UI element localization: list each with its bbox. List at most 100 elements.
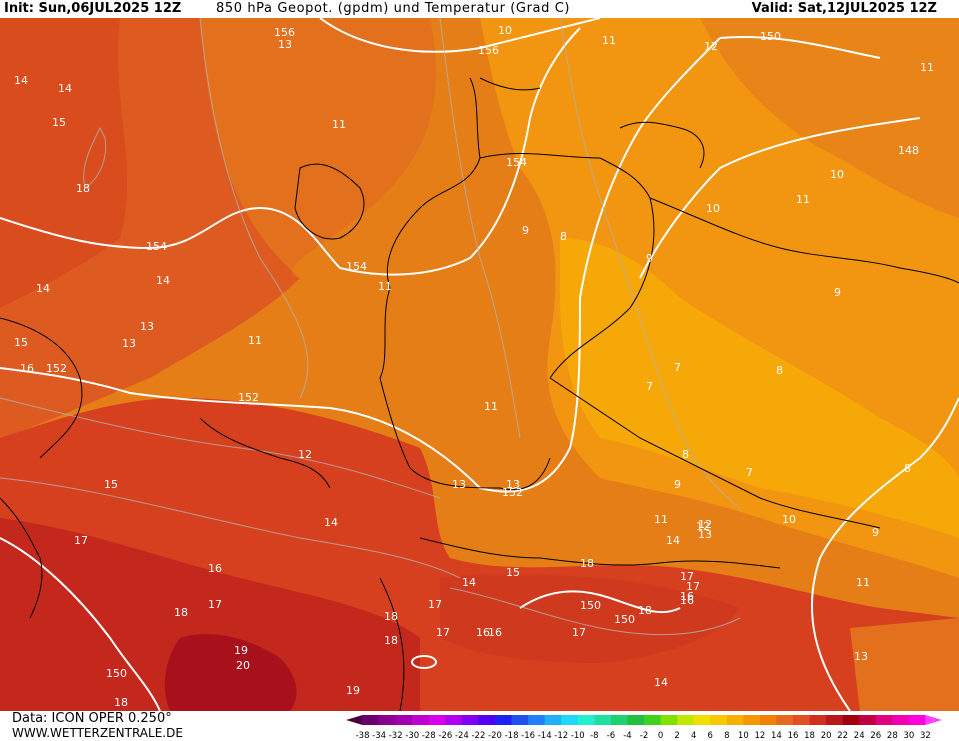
zone-northeast-10: [700, 18, 959, 218]
temp-label: 14: [324, 516, 338, 529]
colorbar-swatch: [693, 715, 711, 725]
colorbar-swatch: [908, 715, 926, 725]
temp-label: 11: [654, 513, 668, 526]
geopotential-isolines: [0, 18, 959, 711]
colorbar-tick-label: 16: [788, 731, 799, 741]
weather-map: 14 14 15 18 14 14 15 13 15 16 17 18 19 2…: [0, 18, 959, 711]
colorbar-swatch: [793, 715, 811, 725]
temp-label: 9: [674, 478, 681, 491]
zone-west-15: [0, 18, 128, 308]
temp-label: 7: [646, 380, 653, 393]
temp-label: 18: [114, 696, 128, 709]
temp-label: 11: [484, 400, 498, 413]
colorbar-tick-label: 14: [771, 731, 782, 741]
temp-label: 10: [782, 513, 796, 526]
colorbar-tick-label: -6: [607, 731, 615, 741]
colorbar-arrow-right: [925, 715, 942, 725]
temp-label: 13: [698, 528, 712, 541]
colorbar-tick-label: 26: [870, 731, 881, 741]
isoline-148-east: [810, 397, 959, 711]
geopot-label: 152: [502, 486, 523, 499]
temp-label: 14: [14, 74, 28, 87]
colorbar-swatch: [395, 715, 413, 725]
geopot-label: 152: [46, 362, 67, 375]
temp-label: 8: [560, 230, 567, 243]
isoline-150-north: [719, 36, 881, 59]
colorbar-tick-label: 18: [804, 731, 815, 741]
temp-label: 12: [698, 518, 712, 531]
colorbar-arrow-left: [346, 715, 363, 725]
temp-label: 14: [666, 534, 680, 547]
colorbar-tick-label: 28: [887, 731, 898, 741]
temp-label: 13: [452, 478, 466, 491]
colorbar-swatch: [776, 715, 794, 725]
geopot-label: 10: [498, 24, 512, 37]
temp-label: 15: [52, 116, 66, 129]
colorbar-tick-label: -16: [521, 731, 535, 741]
temp-label: 11: [856, 576, 870, 589]
temp-label: 9: [522, 224, 529, 237]
geopot-label: 154: [146, 240, 167, 253]
colorbar-swatch: [511, 715, 529, 725]
temp-label: 16: [488, 626, 502, 639]
colorbar-tick-label: -38: [356, 731, 370, 741]
zone-alps-18: [440, 574, 740, 663]
geopot-label: 156: [274, 26, 295, 39]
geopot-label: 150: [580, 599, 601, 612]
temp-label: 17: [208, 598, 222, 611]
temp-label: 15: [506, 566, 520, 579]
temperature-labels: 14 14 15 18 14 14 15 13 15 16 17 18 19 2…: [14, 34, 934, 709]
colorbar-tick-label: 6: [708, 731, 713, 741]
geopot-label: 148: [898, 144, 919, 157]
colorbar-swatch: [759, 715, 777, 725]
geopotential-labels: 156 156 150 148 154 154 154 152 152 152 …: [46, 24, 919, 680]
colorbar-tick-label: 4: [691, 731, 696, 741]
zone-south-18: [0, 518, 420, 711]
geopot-label: 150: [760, 30, 781, 43]
init-time: Init: Sun,06JUL2025 12Z: [4, 1, 182, 16]
colorbar-tick-label: 10: [738, 731, 749, 741]
isoline-alps-ring: [411, 655, 437, 669]
temp-label: 7: [746, 466, 753, 479]
colorbar-swatch: [809, 715, 827, 725]
temp-label: 11: [248, 334, 262, 347]
colorbar-tick-label: 2: [674, 731, 679, 741]
colorbar: -38 -34 -32 -30 -28 -26 -24 -22 -20 -18 -16 -14 -12-…: [346, 715, 942, 741]
colorbar-swatch: [842, 715, 860, 725]
colorbar-swatch: [875, 715, 893, 725]
colorbar-tick-label: -32: [389, 731, 403, 741]
temp-label: 17: [686, 580, 700, 593]
temp-label: 18: [384, 634, 398, 647]
colorbar-swatch: [743, 715, 761, 725]
zone-east-6: [560, 238, 959, 538]
map-title: 850 hPa Geopot. (gpdm) und Temperatur (G…: [216, 1, 571, 16]
header-bar: Init: Sun,06JUL2025 12Z 850 hPa Geopot. …: [0, 0, 959, 18]
temp-label: 13: [278, 38, 292, 51]
temp-label: 17: [572, 626, 586, 639]
temp-label: 16: [680, 590, 694, 603]
colorbar-swatch: [577, 715, 595, 725]
colorbar-tick-label: -8: [590, 731, 598, 741]
temp-label: 10: [830, 168, 844, 181]
colorbar-swatch: [627, 715, 645, 725]
colorbar-tick-label: -34: [372, 731, 386, 741]
temperature-isolines: [0, 18, 741, 636]
temp-label: 15: [14, 336, 28, 349]
colorbar-swatch: [892, 715, 910, 725]
temp-label: 18: [76, 182, 90, 195]
temp-label: 16: [476, 626, 490, 639]
colorbar-tick-label: 12: [754, 731, 765, 741]
temp-label: 9: [872, 526, 879, 539]
colorbar-swatch: [362, 715, 380, 725]
temp-label: 7: [674, 361, 681, 374]
colorbar-swatch: [412, 715, 430, 725]
colorbar-swatch: [610, 715, 628, 725]
zone-southeast-12: [850, 618, 959, 711]
zone-hot-20: [164, 634, 297, 711]
isoline-150-mid: [639, 117, 921, 279]
temp-label: 12: [704, 40, 718, 53]
temp-label: 19: [346, 684, 360, 697]
temp-label: 18: [638, 604, 652, 617]
colorbar-swatch: [859, 715, 877, 725]
colorbar-tick-label: -10: [571, 731, 585, 741]
